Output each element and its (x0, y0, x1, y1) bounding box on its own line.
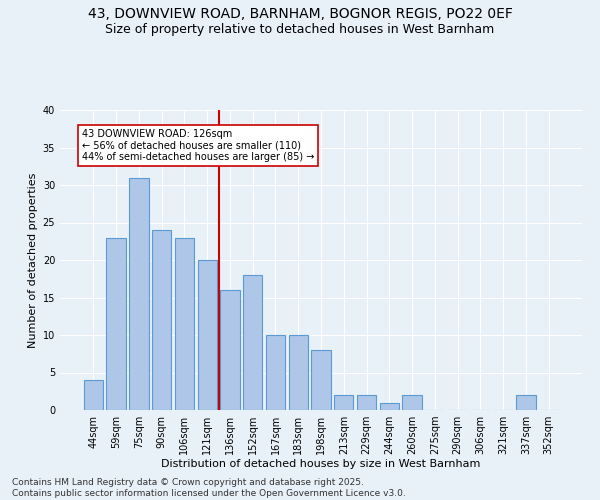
Bar (266, 335, 285, 410)
Bar (289, 335, 308, 410)
Bar (403, 395, 422, 410)
Bar (175, 238, 194, 410)
Bar (516, 395, 536, 410)
Bar (106, 238, 126, 410)
X-axis label: Distribution of detached houses by size in West Barnham: Distribution of detached houses by size … (161, 458, 481, 468)
Bar (129, 178, 149, 410)
Bar (334, 395, 353, 410)
Y-axis label: Number of detached properties: Number of detached properties (28, 172, 38, 348)
Bar (152, 230, 172, 410)
Bar (220, 290, 239, 410)
Bar (311, 350, 331, 410)
Bar (357, 395, 376, 410)
Text: Size of property relative to detached houses in West Barnham: Size of property relative to detached ho… (106, 22, 494, 36)
Text: Contains HM Land Registry data © Crown copyright and database right 2025.
Contai: Contains HM Land Registry data © Crown c… (12, 478, 406, 498)
Bar (84, 380, 103, 410)
Text: 43 DOWNVIEW ROAD: 126sqm
← 56% of detached houses are smaller (110)
44% of semi-: 43 DOWNVIEW ROAD: 126sqm ← 56% of detach… (82, 128, 314, 162)
Text: 43, DOWNVIEW ROAD, BARNHAM, BOGNOR REGIS, PO22 0EF: 43, DOWNVIEW ROAD, BARNHAM, BOGNOR REGIS… (88, 8, 512, 22)
Bar (380, 402, 399, 410)
Bar (197, 260, 217, 410)
Bar (243, 275, 262, 410)
